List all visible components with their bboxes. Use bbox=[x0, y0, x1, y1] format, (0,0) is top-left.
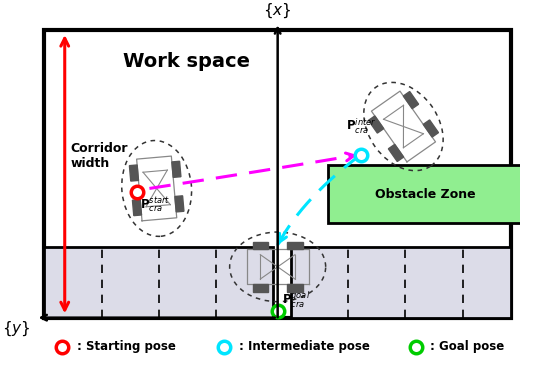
Text: Corridor
width: Corridor width bbox=[71, 141, 128, 169]
Text: Work space: Work space bbox=[123, 52, 250, 71]
Bar bbox=[44, 30, 511, 318]
Polygon shape bbox=[172, 161, 181, 177]
Polygon shape bbox=[287, 284, 303, 292]
Bar bbox=[329, 165, 522, 223]
Bar bbox=[291, 248, 511, 318]
Text: $\mathbf{P}_{cra}^{goal}$: $\mathbf{P}_{cra}^{goal}$ bbox=[281, 289, 310, 310]
Polygon shape bbox=[252, 242, 268, 249]
Text: Obstacle Zone: Obstacle Zone bbox=[375, 188, 475, 201]
Polygon shape bbox=[287, 242, 303, 249]
Polygon shape bbox=[132, 200, 142, 216]
Polygon shape bbox=[404, 92, 419, 109]
Text: $\mathbf{P}_{cra}^{start}$: $\mathbf{P}_{cra}^{start}$ bbox=[140, 196, 170, 215]
Polygon shape bbox=[252, 284, 268, 292]
Polygon shape bbox=[175, 196, 184, 212]
Text: $\{x\}$: $\{x\}$ bbox=[263, 1, 292, 20]
Text: $\mathbf{P}_{cra}^{inter}$: $\mathbf{P}_{cra}^{inter}$ bbox=[346, 117, 377, 136]
Text: : Goal pose: : Goal pose bbox=[430, 340, 504, 353]
Polygon shape bbox=[129, 165, 138, 181]
Polygon shape bbox=[368, 116, 384, 133]
Text: $\{y\}$: $\{y\}$ bbox=[2, 320, 31, 338]
Polygon shape bbox=[423, 120, 438, 137]
Polygon shape bbox=[389, 144, 404, 162]
Text: : Intermediate pose: : Intermediate pose bbox=[239, 340, 370, 353]
Bar bbox=[44, 248, 273, 318]
Text: : Starting pose: : Starting pose bbox=[77, 340, 176, 353]
